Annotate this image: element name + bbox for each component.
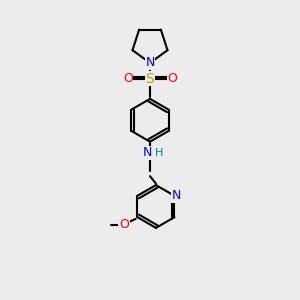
Text: N: N [171, 189, 181, 202]
Text: N: N [142, 146, 152, 160]
Text: N: N [145, 56, 155, 69]
Text: S: S [146, 72, 154, 86]
Text: O: O [119, 218, 129, 231]
Text: H: H [155, 148, 164, 158]
Text: O: O [167, 72, 177, 85]
Text: O: O [123, 72, 133, 85]
